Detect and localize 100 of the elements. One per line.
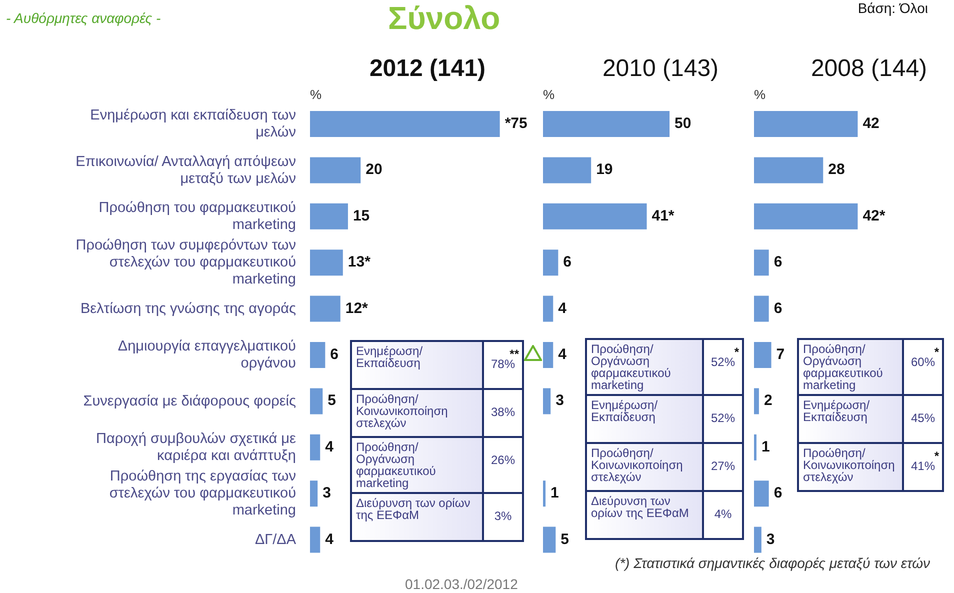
data-label: 6: [774, 300, 782, 317]
bar: [310, 388, 323, 414]
bar: [754, 526, 762, 553]
annotation: Προώθηση/ Οργάνωση φαρμακευτικού marketing: [352, 438, 484, 492]
data-label: 41*: [652, 207, 674, 224]
data-label: 5: [560, 530, 569, 548]
bar: [310, 480, 318, 507]
annotation: Προώθηση/ Οργάνωση φαρμακευτικού marketing: [587, 340, 704, 394]
bar: [543, 526, 556, 553]
data-label: 7: [776, 346, 785, 363]
text: 52%: [710, 411, 736, 425]
data-label: 42*: [862, 207, 886, 224]
data-label: 3: [322, 484, 331, 502]
bar: [754, 480, 769, 507]
data-label: 3: [766, 530, 775, 548]
data-label: 3: [556, 392, 564, 410]
bar: [310, 111, 500, 137]
x-axis-title: %: [543, 87, 555, 102]
annotation: Προώθηση/ Κοινωνικοποίηση στελεχών: [587, 444, 704, 490]
y-tick-label: Επικοινωνία/ Ανταλλαγή απόψεων μεταξύ των μελών: [76, 154, 296, 187]
y-tick-label: Συνεργασία με διάφορους φορείς: [83, 393, 296, 410]
annotation: 26%: [490, 453, 516, 467]
data-label: 12*: [345, 300, 368, 317]
y-tick-label: Ενημέρωση και εκπαίδευση των μελών: [90, 107, 296, 140]
y-tick-label: Προώθηση της εργασίας των στελεχών του φαρμακευτικού marketing: [109, 468, 296, 519]
text: 45%: [910, 411, 936, 425]
annotation: 3%: [493, 509, 513, 523]
annotation: Ενημέρωση/ Εκπαίδευση: [587, 396, 704, 442]
data-label: 4: [325, 438, 334, 456]
text: *52%: [710, 345, 740, 369]
bar: [754, 203, 858, 230]
annotation: **78%: [490, 347, 520, 371]
text: 01.02.03./02/2012: [405, 576, 518, 592]
bar: [310, 526, 320, 553]
bar: [310, 157, 361, 184]
y-tick-label: Βελτίωση της γνώσης της αγοράς: [80, 300, 296, 317]
annotation: Προώθηση/ Κοινωνικοποίηση στελεχών: [352, 390, 484, 436]
text: *60%: [910, 345, 940, 369]
bar: [543, 157, 592, 184]
data-label: 1: [761, 438, 770, 456]
y-tick-label: ΔΓ/ΔΑ: [254, 532, 296, 548]
data-label: 2: [764, 392, 772, 410]
annotation: Ενημέρωση/ Εκπαίδευση: [799, 396, 904, 442]
bar: [754, 111, 858, 137]
bar: [754, 296, 769, 322]
bar: [543, 388, 551, 414]
annotation: Προώθηση/ Οργάνωση φαρμακευτικού marketing: [799, 340, 904, 394]
text: *41%: [910, 449, 940, 473]
text: - Αυθόρμητες αναφορές -: [6, 10, 161, 26]
data-label: 4: [325, 530, 334, 548]
annotation: Διεύρυνση των ορίων της ΕΕΦαΜ: [352, 494, 484, 540]
data-label: 6: [330, 346, 339, 363]
data-label: 5: [328, 392, 336, 410]
bar: [754, 342, 772, 368]
bar: [543, 296, 554, 322]
x-axis-title: %: [754, 87, 767, 102]
text: Βάση: Όλοι: [858, 0, 928, 16]
data-label: 28: [828, 161, 845, 178]
text: 27%: [710, 459, 736, 473]
bar: [754, 157, 824, 184]
data-label: 4: [558, 346, 568, 363]
y-tick-label: Δημιουργία επαγγελματικού οργάνου: [118, 338, 296, 372]
text: 4%: [713, 507, 733, 521]
bar: [310, 203, 348, 230]
data-label: 42: [862, 114, 880, 132]
annotation: Προώθηση/ Κοινωνικοποίηση στελεχών: [799, 444, 904, 490]
y-tick-label: Προώθηση των συμφερόντων των στελεχών του φαρμακευτικού marketing: [76, 238, 296, 288]
bar: [543, 203, 647, 230]
bar: [754, 388, 759, 414]
chart-title: 2010 (143): [601, 55, 720, 84]
data-label: 50: [674, 114, 692, 132]
data-label: 6: [563, 254, 572, 271]
y-tick-label: Παροχή συμβουλών σχετικά με καριέρα και ανάπτυξη: [96, 430, 297, 464]
text: Σύνολο: [388, 0, 500, 37]
chart-title: 2012 (141): [368, 55, 487, 84]
data-label: 6: [774, 484, 782, 502]
data-label: 15: [352, 207, 370, 224]
y-tick-label: Προώθηση του φαρμακευτικού marketing: [98, 200, 296, 233]
chart-title: 2008 (144): [810, 55, 928, 84]
annotation: Διεύρυνση των ορίων της ΕΕΦαΜ: [587, 492, 704, 538]
x-axis-title: %: [310, 87, 322, 102]
bar: [543, 480, 546, 507]
bar: [310, 342, 326, 368]
bar: [310, 250, 343, 276]
data-label: 4: [558, 300, 568, 317]
data-label: 19: [596, 161, 613, 178]
bar: [754, 250, 769, 276]
annotation: 38%: [490, 405, 516, 419]
data-label: 20: [366, 161, 382, 178]
bar: [543, 111, 670, 137]
bar: [543, 342, 554, 368]
data-label: *75: [504, 114, 528, 132]
annotation: (*) Στατιστικά σημαντικές διαφορές μεταξύ των ετών: [614, 555, 930, 571]
bar: [310, 434, 320, 460]
annotation: Ενημέρωση/ Εκπαίδευση: [352, 342, 484, 388]
data-label: 13*: [348, 254, 371, 271]
data-label: 1: [550, 484, 559, 502]
data-label: 6: [774, 254, 782, 271]
bar: [310, 296, 340, 322]
bar: [543, 250, 558, 276]
